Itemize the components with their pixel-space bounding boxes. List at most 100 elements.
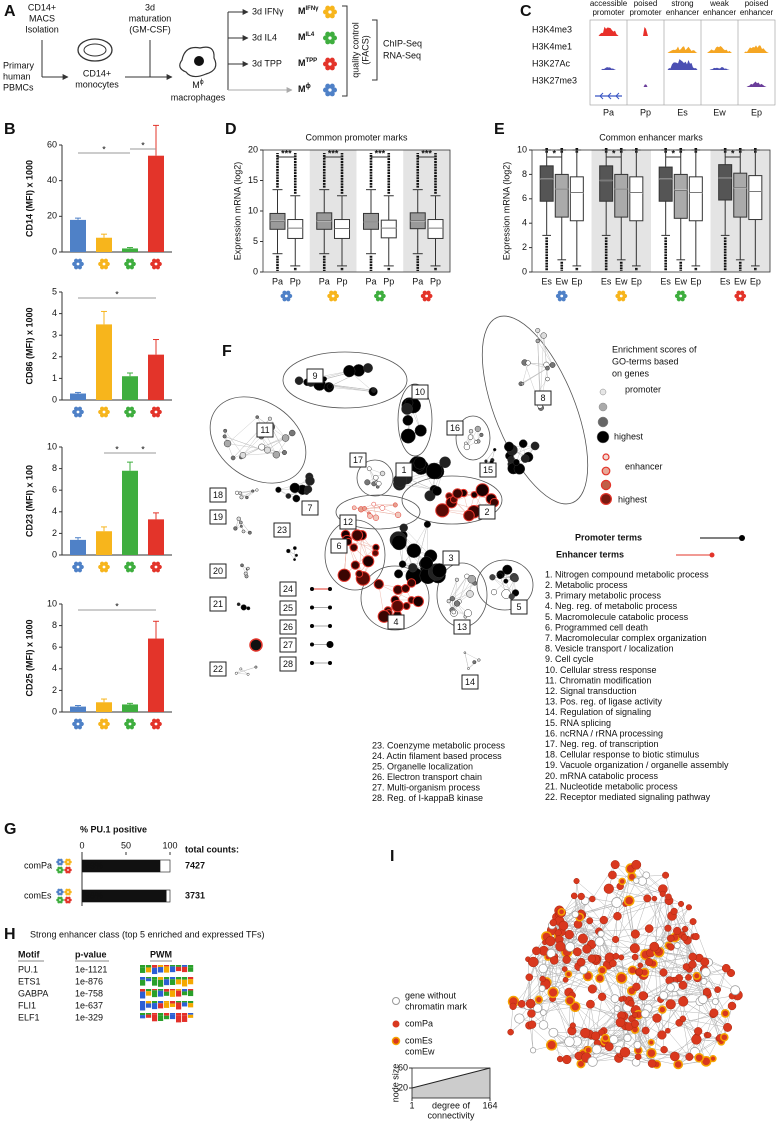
- go-term-node: [525, 360, 531, 366]
- gene-node: [669, 1051, 680, 1062]
- box: [629, 176, 644, 222]
- go-term-node: [304, 485, 313, 494]
- significance-label: *: [731, 148, 735, 158]
- legend-swatch: [601, 466, 611, 476]
- go-term-node: [474, 440, 478, 444]
- gene-node: [632, 1012, 638, 1018]
- box: [748, 175, 763, 221]
- y-tick-label: 6: [52, 485, 57, 495]
- signal-track: [643, 84, 648, 87]
- go-term-node: [432, 486, 442, 496]
- gene-node: [618, 954, 625, 961]
- go-term-node: [251, 489, 255, 493]
- network-edge: [678, 977, 707, 993]
- cluster-label: 17: [353, 455, 363, 465]
- gene-node: [662, 871, 670, 879]
- signal-track: [667, 46, 698, 53]
- gene-node: [545, 1039, 558, 1051]
- significance-label: *: [115, 289, 119, 299]
- source-label: human: [3, 71, 31, 81]
- cell-sup: ϕ: [200, 79, 204, 86]
- gene-node: [533, 1003, 543, 1013]
- value-label: 96%: [85, 890, 103, 900]
- x-tick-label: Pa: [272, 276, 283, 286]
- panel-letter: C: [520, 3, 532, 20]
- network-edge: [464, 652, 480, 661]
- go-term-node: [419, 556, 434, 570]
- go-term-node: [479, 432, 484, 437]
- pwm-letter: [140, 967, 146, 973]
- cell-icon: [322, 5, 338, 19]
- go-term-node: [294, 553, 298, 557]
- x-tick-label: Ew: [555, 276, 568, 286]
- network-edge: [240, 489, 257, 494]
- pwm-letter: [146, 991, 152, 996]
- x-tick-label: Es: [720, 276, 731, 286]
- go-term-node: [328, 605, 332, 610]
- go-term-node: [245, 495, 249, 500]
- gene-node: [665, 1027, 671, 1034]
- term-label: 18. Cellular response to biotic stimulus: [545, 750, 700, 760]
- pwm-letter: [146, 978, 152, 982]
- y-tick-label: 0: [253, 266, 258, 276]
- go-term-node: [267, 416, 272, 421]
- go-term-node: [399, 523, 408, 532]
- gene-node: [609, 1034, 619, 1045]
- pwm-letter: [158, 967, 164, 973]
- gene-node: [657, 1030, 667, 1040]
- gene-node: [634, 1053, 642, 1061]
- pwm-letter: [188, 1014, 194, 1018]
- pwm-letter: [164, 965, 170, 967]
- go-term-node: [413, 456, 427, 470]
- term-label: 16. ncRNA / rRNA processing: [545, 728, 663, 738]
- cell-icon: [322, 31, 338, 45]
- cell-icon-nucleus: [102, 722, 106, 726]
- cell-icon-nucleus: [76, 262, 80, 266]
- bar: [122, 704, 138, 712]
- gene-node: [611, 897, 623, 908]
- pwm-letter: [170, 989, 176, 991]
- legend-title: Enrichment scores of: [612, 344, 697, 354]
- bar: [70, 393, 86, 400]
- gene-node: [545, 936, 556, 947]
- pwm-letter: [176, 965, 182, 967]
- go-term-node: [239, 452, 247, 459]
- y-tick-label: 5: [253, 236, 258, 246]
- bar: [96, 237, 112, 252]
- pwm-letter: [164, 991, 170, 996]
- term-label: 8. Vesicle transport / localization: [545, 644, 674, 654]
- cluster-label: 28: [283, 659, 293, 669]
- y-tick-label: 0: [52, 394, 57, 404]
- go-term-node: [504, 441, 515, 452]
- mark-label: H3K4me3: [532, 24, 572, 34]
- go-term-node: [402, 602, 411, 610]
- legend-label: gene without: [405, 990, 457, 1000]
- gene-node: [643, 894, 652, 903]
- pwm-letter: [170, 977, 176, 980]
- gene-node: [604, 1042, 614, 1052]
- network-edge: [236, 673, 249, 675]
- go-term-node: [292, 494, 301, 503]
- go-term-node: [475, 483, 490, 497]
- network-edge: [631, 987, 671, 1004]
- cell-icon-nucleus: [679, 294, 683, 298]
- pwm-letter: [152, 1003, 158, 1010]
- term-label: 26. Electron transport chain: [372, 772, 482, 782]
- go-term-node: [222, 434, 227, 439]
- bar: [122, 376, 138, 400]
- cell-icon: [674, 290, 687, 302]
- x-tick-label: Pp: [290, 276, 301, 286]
- go-term-node: [490, 589, 498, 596]
- box: [599, 165, 614, 202]
- gene-node: [530, 1047, 537, 1054]
- column-header: strong: [671, 0, 693, 8]
- gene-node: [556, 1055, 564, 1063]
- legend-swatch: [600, 479, 612, 491]
- go-term-node: [362, 555, 375, 568]
- pwm-letter: [176, 977, 182, 980]
- pwm-letter: [176, 979, 182, 985]
- network-edge: [555, 975, 588, 991]
- bracket: [372, 19, 378, 81]
- network-edge: [240, 668, 249, 675]
- dish: [77, 38, 113, 62]
